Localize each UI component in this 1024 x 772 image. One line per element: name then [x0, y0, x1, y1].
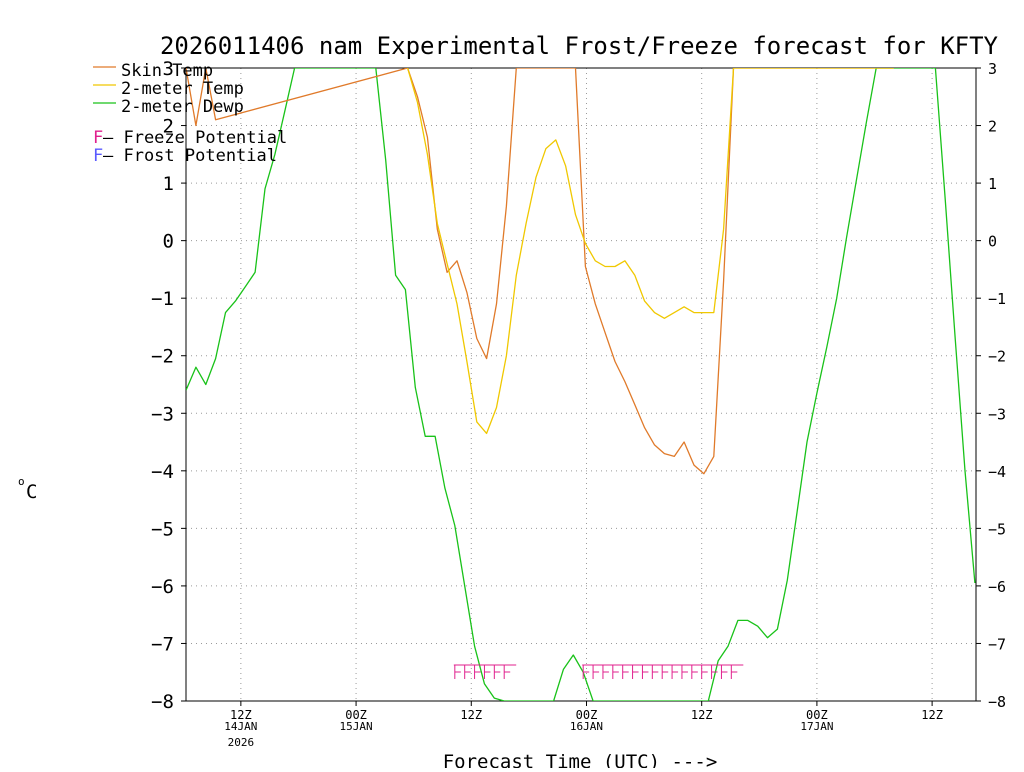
x-tick-date: 17JAN [800, 720, 833, 733]
y-tick-label-right: 1 [988, 175, 997, 193]
x-axis-label: Forecast Time (UTC) ---> [443, 751, 718, 768]
x-tick-label: 00Z [806, 708, 828, 722]
y-tick-label-left: 1 [163, 173, 174, 195]
chart-title: 2026011406 nam Experimental Frost/Freeze… [160, 32, 999, 60]
y-axis-ticks: 3 3 2 2 1 1 0 0 −1 −1 −2 −2 −3 −3 −4 −4 −5 −5 −6 −6 −7 −7 −8 −8 [151, 58, 1006, 713]
x-tick-date: 16JAN [570, 720, 603, 733]
x-tick-date: 14JAN [224, 720, 257, 733]
y-tick-label-right: −1 [988, 290, 1006, 308]
series-layer [186, 68, 976, 701]
y-tick-label-left: −3 [151, 403, 174, 425]
y-tick-label-left: −2 [151, 346, 174, 368]
y-tick-label-left: 0 [163, 231, 174, 253]
x-tick-label: 00Z [345, 708, 367, 722]
legend-label: 2-meter Dewp [121, 97, 244, 117]
y-tick-label-right: −6 [988, 578, 1006, 596]
freeze-marker-label: FFFFFFFFFFFFFFFF [582, 677, 592, 679]
x-tick-year: 2026 [228, 736, 255, 749]
y-tick-label-right: −4 [988, 463, 1006, 481]
y-tick-label-left: −6 [151, 576, 174, 598]
x-tick-label: 12Z [691, 708, 713, 722]
x-tick-label: 12Z [230, 708, 252, 722]
x-tick-label: 00Z [576, 708, 598, 722]
series-line-2-meter-temp [406, 68, 894, 435]
y-tick-label-left: −4 [151, 461, 174, 483]
legend-potential-label: – Frost Potential [103, 146, 277, 166]
x-tick-label: 12Z [460, 708, 482, 722]
potential-markers: FFFFFF FFFFFFFFFFFFFFFF [453, 664, 744, 679]
series-line-2-meter-dewp [186, 68, 976, 701]
y-tick-label-left: 2 [163, 116, 174, 138]
y-tick-label-left: −5 [151, 518, 174, 540]
y-tick-label-right: 3 [988, 60, 997, 78]
y-tick-label-left: −7 [151, 633, 174, 655]
y-tick-label-left: 3 [163, 58, 174, 80]
grid-lines [186, 68, 976, 701]
legend-potential-label: – Freeze Potential [103, 128, 287, 148]
y-tick-label-right: 2 [988, 118, 997, 136]
y-tick-label-right: −8 [988, 693, 1006, 711]
y-axis-unit-degree: o [18, 475, 25, 488]
x-tick-date: 15JAN [340, 720, 373, 733]
legend-label: Skin Temp [121, 61, 213, 81]
freeze-marker-label: FFFFFF [454, 677, 458, 679]
y-tick-label-right: −5 [988, 520, 1006, 538]
plot-frame [185, 67, 977, 702]
y-tick-label-right: −3 [988, 405, 1006, 423]
x-tick-label: 12Z [921, 708, 943, 722]
y-tick-label-right: −2 [988, 348, 1006, 366]
series-line-skin-temp [186, 68, 894, 475]
legend-potential-letter: F [93, 146, 103, 166]
y-tick-label-left: −1 [151, 288, 174, 310]
y-tick-label-right: −7 [988, 635, 1006, 653]
legend-label: 2-meter Temp [121, 79, 244, 99]
y-tick-label-left: −8 [151, 691, 174, 713]
y-axis-unit-letter: C [26, 481, 37, 503]
legend-potential-letter: F [93, 128, 103, 148]
y-tick-label-right: 0 [988, 233, 997, 251]
